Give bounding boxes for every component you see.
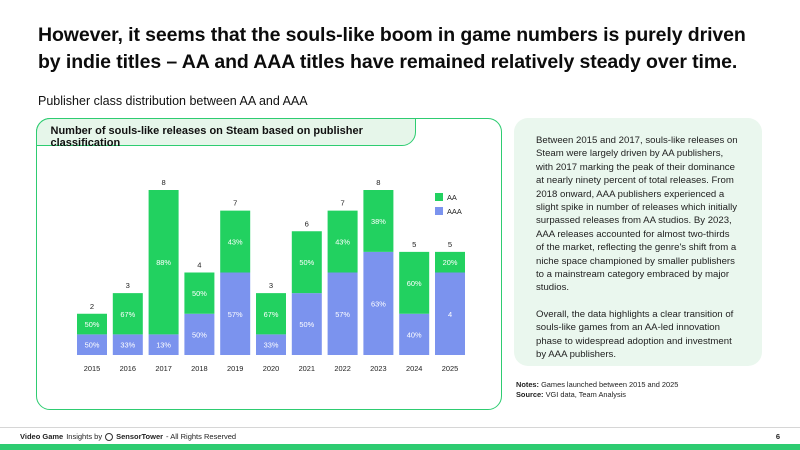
x-tick-2020: 2020 (263, 364, 279, 373)
data-label-aa-2015: 50% (85, 320, 100, 329)
data-label-aaa-2018: 50% (192, 330, 207, 339)
data-label-aaa-2024: 40% (407, 330, 422, 339)
footer-divider (0, 427, 800, 428)
insight-panel: Between 2015 and 2017, souls-like releas… (514, 118, 762, 366)
bar-aaa-2020 (256, 334, 286, 355)
data-label-aa-2019: 43% (228, 238, 243, 247)
bar-aa-2024 (399, 251, 430, 314)
data-label-aaa-2025: 4 (448, 310, 452, 319)
footer-brand: Video Game Insights by SensorTower - All… (20, 432, 236, 441)
source-label: Source: (516, 390, 544, 399)
data-label-aaa-2016: 33% (120, 341, 135, 350)
legend-label-aaa: AAA (447, 207, 462, 216)
notes-label: Notes: (516, 380, 539, 389)
chart-card: Number of souls-like releases on Steam b… (35, 117, 502, 410)
total-label-2015: 2 (90, 302, 94, 311)
bar-aa-2018 (184, 272, 215, 314)
source-text: VGI data, Team Analysis (545, 390, 626, 399)
x-tick-2022: 2022 (334, 364, 350, 373)
insight-paragraph-2: Overall, the data highlights a clear tra… (536, 308, 734, 361)
footer-accent-bar (0, 444, 800, 450)
data-label-aaa-2019: 57% (228, 310, 243, 319)
data-label-aa-2025: 20% (443, 258, 458, 267)
bar-aa-2019 (220, 210, 251, 273)
brand-video-game: Video Game (20, 432, 64, 441)
x-tick-2024: 2024 (406, 364, 422, 373)
data-label-aa-2022: 43% (335, 238, 350, 247)
total-label-2021: 6 (305, 219, 309, 228)
data-label-aa-2016: 67% (120, 310, 135, 319)
data-label-aaa-2022: 57% (335, 310, 350, 319)
bar-aaa-2023 (363, 251, 394, 355)
bar-aa-2016 (112, 293, 143, 335)
brand-sensortower: SensorTower (116, 432, 164, 441)
data-label-aaa-2020: 33% (264, 341, 279, 350)
total-label-2022: 7 (340, 199, 344, 208)
data-label-aaa-2015: 50% (85, 341, 100, 350)
stacked-bar-chart: 50% 50% 2 2015 33% 67% 3 2016 13% 88% 8 2017 50% 50% 4… (77, 178, 465, 373)
brand-insights-by: Insights by (66, 432, 103, 441)
bar-aaa-2015 (77, 334, 107, 355)
notes-text: Games launched between 2015 and 2025 (541, 380, 679, 389)
total-label-2025: 5 (448, 240, 452, 249)
legend-swatch-aaa (435, 207, 443, 215)
page-subtitle: Publisher class distribution between AA … (38, 94, 308, 108)
data-label-aa-2024: 60% (407, 279, 422, 288)
data-label-aa-2017: 88% (156, 258, 171, 267)
bar-aa-2015 (77, 313, 107, 335)
bar-aaa-2019 (220, 272, 251, 355)
x-tick-2023: 2023 (370, 364, 386, 373)
x-tick-2021: 2021 (299, 364, 315, 373)
data-label-aaa-2021: 50% (299, 320, 314, 329)
bar-aaa-2018 (184, 313, 215, 355)
data-label-aa-2018: 50% (192, 289, 207, 298)
data-label-aa-2020: 67% (264, 310, 279, 319)
total-label-2020: 3 (269, 281, 273, 290)
rights-text: - All Rights Reserved (166, 432, 237, 441)
total-label-2016: 3 (126, 281, 130, 290)
x-tick-2019: 2019 (227, 364, 243, 373)
bar-aaa-2021 (291, 293, 322, 355)
bar-aaa-2017 (148, 334, 179, 355)
total-label-2018: 4 (197, 261, 201, 270)
bar-aaa-2024 (399, 313, 430, 355)
chart-notes: Notes: Games launched between 2015 and 2… (516, 380, 678, 400)
data-label-aaa-2017: 13% (156, 341, 171, 350)
x-tick-2015: 2015 (84, 364, 100, 373)
legend-label-aa: AA (447, 193, 457, 202)
insight-paragraph-1: Between 2015 and 2017, souls-like releas… (536, 135, 738, 294)
bar-aa-2017 (148, 190, 179, 335)
total-label-2024: 5 (412, 240, 416, 249)
bar-aaa-2016 (112, 334, 143, 355)
data-label-aa-2023: 38% (371, 217, 386, 226)
bar-aa-2020 (256, 293, 286, 335)
x-tick-2025: 2025 (442, 364, 458, 373)
bar-aa-2023 (363, 190, 394, 252)
data-label-aa-2021: 50% (299, 258, 314, 267)
bar-aaa-2025 (435, 272, 465, 355)
bar-aa-2025 (435, 251, 465, 273)
total-label-2023: 8 (376, 178, 380, 187)
page-number: 6 (775, 432, 780, 441)
bar-aa-2022 (327, 210, 358, 273)
bar-aaa-2022 (327, 272, 358, 355)
total-label-2019: 7 (233, 199, 237, 208)
page-headline: However, it seems that the souls-like bo… (38, 24, 746, 73)
total-label-2017: 8 (161, 178, 165, 187)
x-tick-2017: 2017 (155, 364, 171, 373)
sensortower-logo-icon (105, 432, 114, 441)
bar-aa-2021 (291, 231, 322, 294)
x-tick-2018: 2018 (191, 364, 207, 373)
data-label-aaa-2023: 63% (371, 299, 386, 308)
legend-swatch-aa (435, 193, 443, 201)
chart-title: Number of souls-like releases on Steam b… (35, 117, 416, 149)
x-tick-2016: 2016 (120, 364, 136, 373)
